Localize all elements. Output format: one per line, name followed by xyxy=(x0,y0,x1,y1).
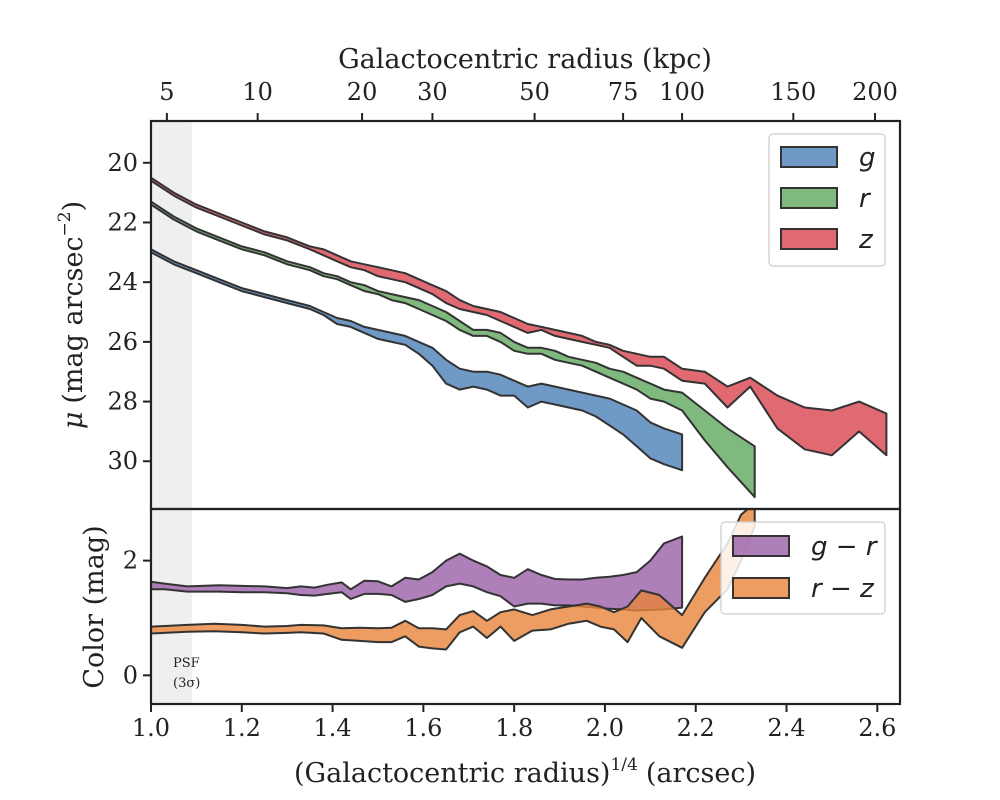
top-x-tick-label: 150 xyxy=(770,78,816,106)
top-y-axis-label-sup: −2 xyxy=(55,211,75,236)
top-x-tick-label: 10 xyxy=(242,78,273,106)
surface-brightness-bands xyxy=(151,176,888,499)
x-tick-label: 2.4 xyxy=(767,714,805,742)
bottom-panel-frame xyxy=(149,507,902,706)
top-x-tick-label: 20 xyxy=(347,78,378,106)
top-x-tick-label: 200 xyxy=(852,78,898,106)
bottom-x-axis-label-sup: 1/4 xyxy=(610,755,637,775)
x-tick-label: 1.0 xyxy=(132,714,170,742)
legend-swatch xyxy=(732,577,790,599)
top-x-tick-label: 50 xyxy=(519,78,550,106)
y-tick-label: 20 xyxy=(107,149,138,177)
legend-swatch xyxy=(780,146,838,168)
color-bands xyxy=(151,509,756,651)
top-y-axis-label: μ (mag arcsec−2) xyxy=(55,201,89,429)
legend-swatch xyxy=(780,187,838,209)
color-y-tick-label: 0 xyxy=(123,661,138,689)
top-x-tick-label: 30 xyxy=(417,78,448,106)
x-tick-label: 2.2 xyxy=(677,714,715,742)
legend-bottom: g − r r − z xyxy=(720,521,886,615)
legend-label: r − z xyxy=(811,574,875,604)
x-tick-label: 1.6 xyxy=(404,714,442,742)
top-x-tick-label: 5 xyxy=(159,78,174,106)
legend-label: g xyxy=(859,143,876,173)
legend-swatch xyxy=(732,535,790,557)
y-tick-label: 22 xyxy=(107,208,138,236)
top-y-axis-label-symbol: μ xyxy=(58,412,89,430)
bottom-x-axis-label-main: (Galactocentric radius) xyxy=(294,758,610,789)
band-r xyxy=(151,200,756,499)
top-y-axis-label-main: (mag arcsec xyxy=(58,236,89,403)
psf-region-top xyxy=(151,121,192,509)
band-g xyxy=(151,248,684,472)
x-tick-label: 2.6 xyxy=(858,714,896,742)
band-gr xyxy=(151,535,684,612)
legend-label: g − r xyxy=(811,532,879,562)
legend-swatch xyxy=(780,228,838,250)
y-tick-label: 30 xyxy=(107,447,138,475)
color-y-tick-label: 2 xyxy=(123,547,138,575)
psf-region-bottom xyxy=(151,509,192,704)
axis-ticks: 1.0 1.2 1.4 1.6 1.8 2.0 2.2 2.4 2.65 10 20 30 50 75 10… xyxy=(107,78,897,742)
top-x-tick-label: 75 xyxy=(608,78,639,106)
x-tick-label: 1.8 xyxy=(495,714,533,742)
psf-annotation-line2: (3σ) xyxy=(173,676,200,691)
top-x-tick-label: 100 xyxy=(659,78,705,106)
band-z xyxy=(151,176,888,457)
psf-annotation-line1: PSF xyxy=(173,656,200,671)
x-tick-label: 2.0 xyxy=(586,714,624,742)
bottom-x-axis-label-unit: (arcsec) xyxy=(646,758,756,789)
bottom-x-axis-label: (Galactocentric radius)1/4 (arcsec) xyxy=(294,755,756,789)
y-tick-label: 26 xyxy=(107,328,138,356)
bottom-y-axis-label: Color (mag) xyxy=(79,525,110,688)
y-tick-label: 24 xyxy=(107,268,138,296)
legend-top: grz xyxy=(768,133,886,267)
x-tick-label: 1.2 xyxy=(223,714,261,742)
top-y-axis-label-end: ) xyxy=(58,201,89,212)
y-tick-label: 28 xyxy=(107,388,138,416)
x-tick-label: 1.4 xyxy=(313,714,351,742)
top-x-axis-label: Galactocentric radius (kpc) xyxy=(338,44,712,75)
legend-label: z xyxy=(858,225,874,255)
legend-label: r xyxy=(859,184,872,214)
